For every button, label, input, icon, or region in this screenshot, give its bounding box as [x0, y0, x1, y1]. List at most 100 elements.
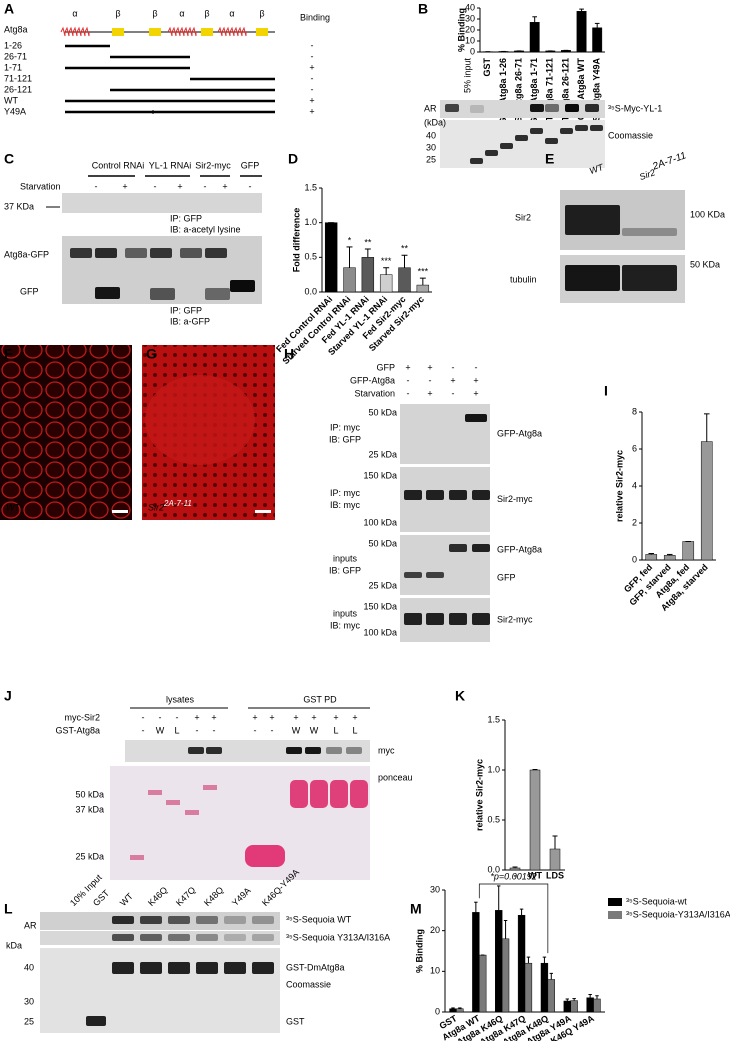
scale-bar	[112, 510, 128, 513]
stain-band	[185, 810, 199, 815]
band	[560, 128, 573, 134]
sign: -	[452, 388, 455, 398]
blot-label: IB: myc	[330, 620, 361, 630]
bar	[700, 441, 713, 561]
band	[485, 150, 498, 156]
y-axis-label: % Binding	[456, 8, 466, 52]
significance: *	[348, 235, 352, 245]
x-tick-label: WT	[528, 870, 542, 880]
y-axis-label: Fold difference	[291, 208, 301, 273]
sign: +	[352, 712, 357, 722]
band	[206, 747, 222, 754]
sign: -	[213, 725, 216, 735]
legend-swatch	[608, 898, 622, 906]
lane-label: K46Q	[146, 885, 169, 908]
motif-label: β	[259, 8, 264, 18]
row-label: Starvation	[354, 388, 395, 398]
band	[326, 747, 342, 754]
sign: +	[427, 388, 432, 398]
binding-sign: -	[311, 40, 314, 50]
y-tick-label: 0.0	[487, 864, 500, 874]
band-label: Atg8a-GFP	[4, 249, 49, 259]
band-label: GST	[286, 1016, 305, 1026]
construct-name: 71-121	[4, 73, 32, 83]
label: Binding	[300, 12, 330, 22]
bar	[517, 914, 526, 1013]
band	[472, 544, 490, 552]
comparison-bracket	[478, 883, 549, 954]
y-tick-label: 0.0	[304, 286, 317, 296]
p-value: *p=0.00192	[490, 871, 536, 881]
group-label: Sir2-myc	[195, 160, 231, 170]
lane-label: 5% input	[462, 58, 472, 94]
band	[465, 414, 487, 422]
band	[565, 104, 579, 112]
band-label: Sir2-myc	[497, 614, 533, 624]
band	[168, 962, 190, 974]
band	[426, 613, 444, 625]
panel-label: K	[455, 688, 465, 704]
sign: -	[407, 375, 410, 385]
marker-label: 25 kDa	[75, 851, 104, 861]
band	[622, 228, 677, 236]
band	[224, 962, 246, 974]
band	[125, 248, 147, 258]
stain-band	[203, 785, 217, 790]
stain-band	[166, 800, 180, 805]
band	[530, 104, 544, 112]
significance: **	[401, 244, 409, 254]
sign: W	[156, 725, 165, 735]
band	[86, 1016, 106, 1026]
micrograph	[0, 345, 132, 520]
sign: +	[194, 712, 199, 722]
marker-label: 37 KDa	[4, 201, 34, 211]
bar	[456, 1008, 464, 1013]
blot	[125, 740, 370, 762]
y-tick-label: 2	[632, 517, 637, 527]
band	[224, 934, 246, 941]
band	[168, 934, 190, 941]
y-tick-label: 0	[470, 46, 475, 56]
marker-label: 50 KDa	[690, 259, 720, 269]
blot-label: tubulin	[510, 274, 537, 284]
band	[404, 572, 422, 578]
band	[585, 104, 599, 112]
band	[224, 916, 246, 924]
x-tick-label: GST Atg8a 71-121	[545, 58, 555, 134]
band	[140, 916, 162, 924]
row-label: GFP	[376, 362, 395, 372]
binding-sign: +	[309, 106, 314, 116]
blot	[62, 193, 262, 213]
blot-label: IP: myc	[330, 422, 361, 432]
x-tick-label: -	[514, 870, 517, 880]
group-label: Control RNAi	[92, 160, 145, 170]
panel-label: B	[418, 1, 428, 17]
band	[590, 125, 603, 131]
bar	[324, 222, 338, 293]
gel-label: AR	[424, 103, 437, 113]
sign: L	[352, 725, 357, 735]
bar	[645, 554, 658, 561]
y-tick-label: 0.5	[304, 252, 317, 262]
sign: +	[269, 712, 274, 722]
band	[426, 490, 444, 500]
panel-label: L	[4, 901, 13, 917]
strand	[112, 28, 124, 36]
x-tick-label: GST Atg8a Y49A	[592, 58, 602, 129]
bar	[563, 1000, 571, 1013]
stain-band	[350, 780, 368, 808]
bar	[479, 954, 487, 1013]
panel-label: C	[4, 151, 14, 167]
y-tick-label: 30	[430, 884, 440, 894]
blot-label: inputs	[333, 553, 358, 563]
bar	[592, 27, 603, 53]
blot-label: IB: GFP	[329, 434, 361, 444]
blot-label: IB: a-GFP	[170, 316, 210, 326]
gel-label: AR	[24, 920, 37, 930]
blot-label: IB: a-acetyl lysine	[170, 224, 241, 234]
band-label: GST-DmAtg8a	[286, 962, 345, 972]
band-label: Coomassie	[286, 979, 331, 989]
helix	[60, 26, 90, 37]
allele: 2A-7-11	[163, 499, 192, 508]
band	[205, 248, 227, 258]
